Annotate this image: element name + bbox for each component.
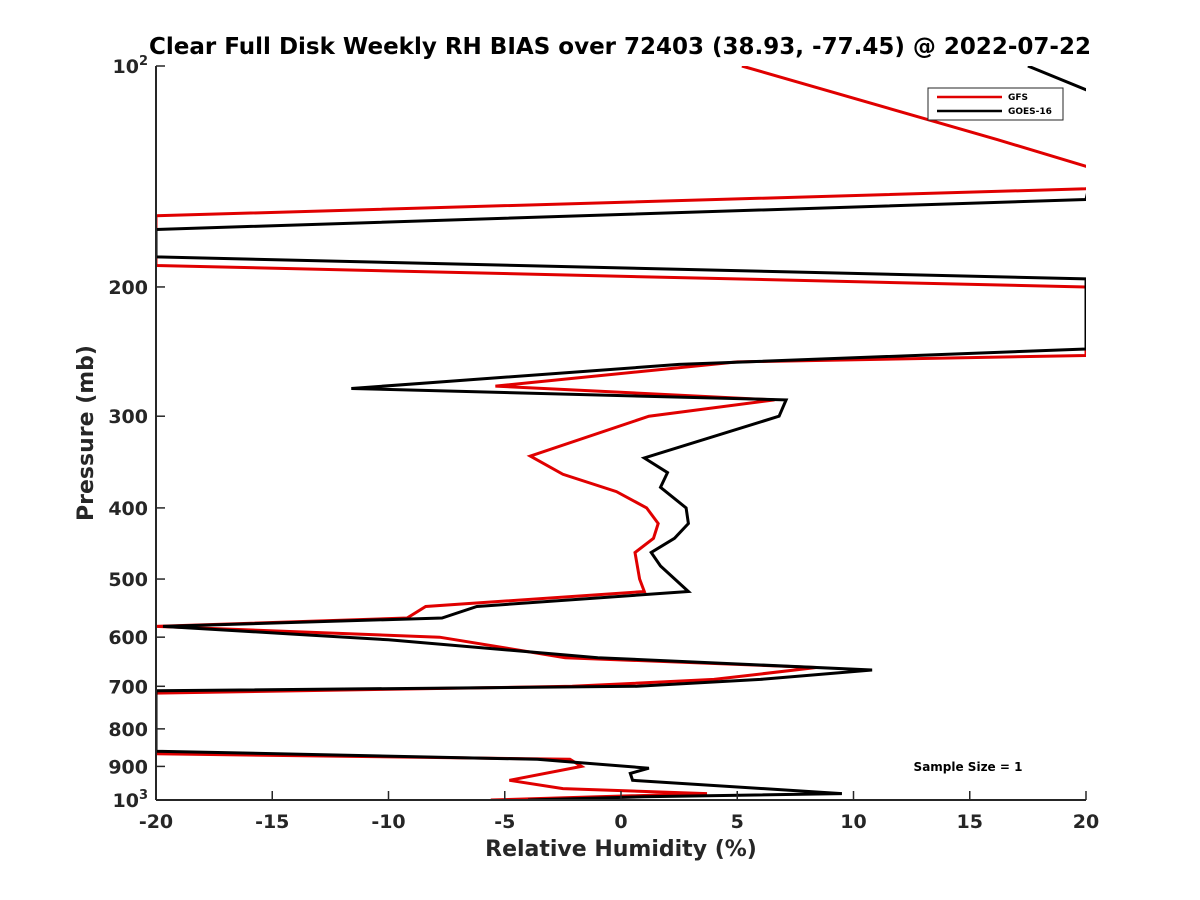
y-tick-label: 200 <box>108 277 148 299</box>
y-tick-label: 500 <box>108 569 148 591</box>
series-layer <box>156 66 1086 800</box>
y-tick-label: 102 <box>113 54 149 78</box>
y-tick-label: 300 <box>108 406 148 428</box>
x-tick-label: -5 <box>494 811 515 833</box>
x-tick-label: 10 <box>840 811 866 833</box>
y-tick-label: 700 <box>108 676 148 698</box>
x-tick-label: 0 <box>614 811 627 833</box>
x-tick-label: -15 <box>255 811 289 833</box>
y-axis-label: Pressure (mb) <box>74 345 99 521</box>
x-ticks: -20 -15 -10 -5 0 5 10 15 20 <box>139 791 1099 833</box>
x-tick-label: 15 <box>957 811 983 833</box>
legend-label-goes-16: GOES-16 <box>1008 107 1052 117</box>
y-ticks: 102 200 300 400 500 600 700 800 900 103 <box>108 54 165 812</box>
y-tick-label: 103 <box>113 788 149 812</box>
x-axis-label: Relative Humidity (%) <box>485 837 757 862</box>
legend: GFS GOES-16 <box>927 87 1064 121</box>
x-tick-label: -20 <box>139 811 173 833</box>
y-tick-label: 900 <box>108 756 148 778</box>
legend-box <box>927 87 1064 121</box>
y-tick-label: 800 <box>108 719 148 741</box>
x-tick-label: 5 <box>731 811 744 833</box>
y-tick-label: 600 <box>108 627 148 649</box>
chart-title: Clear Full Disk Weekly RH BIAS over 7240… <box>149 34 1091 60</box>
sample-size-annotation: Sample Size = 1 <box>914 760 1023 774</box>
x-tick-label: 20 <box>1073 811 1099 833</box>
series-line-goes-16 <box>156 66 1086 800</box>
legend-label-gfs: GFS <box>1008 93 1028 103</box>
x-tick-label: -10 <box>371 811 405 833</box>
y-tick-label: 400 <box>108 498 148 520</box>
